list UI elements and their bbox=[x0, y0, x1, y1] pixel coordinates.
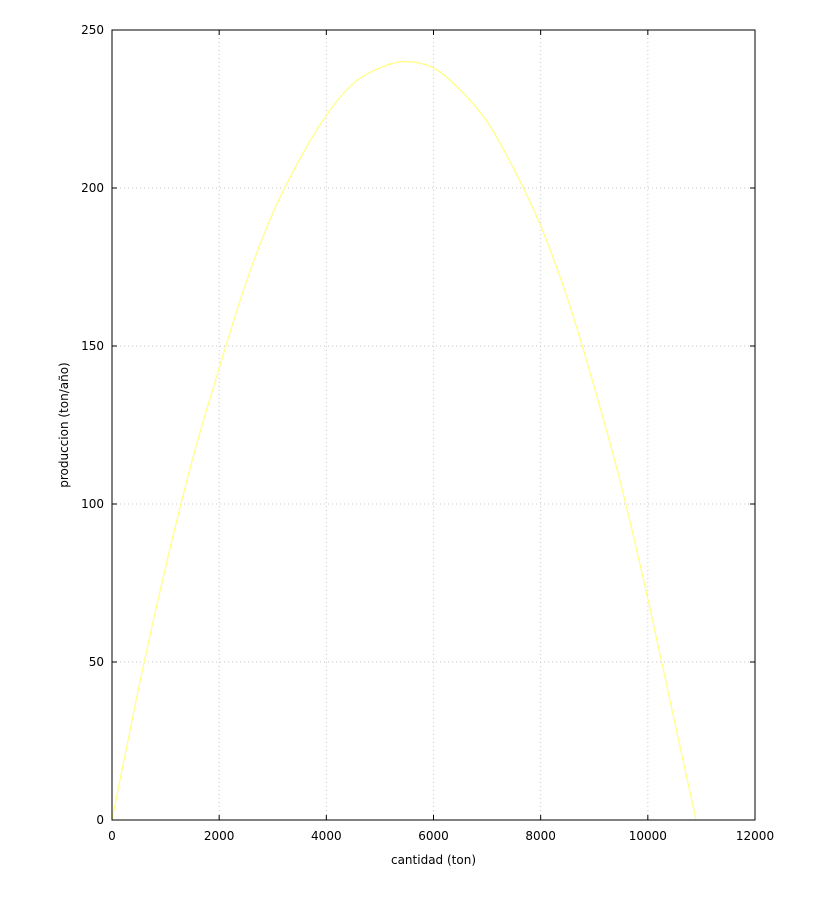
y-tick-label: 50 bbox=[89, 655, 104, 669]
y-tick-label: 150 bbox=[81, 339, 104, 353]
series-layer bbox=[111, 60, 697, 821]
x-axis-label: cantidad (ton) bbox=[391, 853, 476, 867]
x-tick-label: 0 bbox=[108, 829, 116, 843]
x-tick-label: 2000 bbox=[204, 829, 235, 843]
x-tick-label: 8000 bbox=[525, 829, 556, 843]
x-tick-label: 10000 bbox=[629, 829, 667, 843]
x-tick-label: 12000 bbox=[736, 829, 774, 843]
y-tick-label: 100 bbox=[81, 497, 104, 511]
y-tick-label: 0 bbox=[96, 813, 104, 827]
ticks: 0 2000 4000 6000 8000 10000 12000 0 50 100 150 200 2… bbox=[81, 23, 774, 843]
x-tick-label: 4000 bbox=[311, 829, 342, 843]
series-line-0 bbox=[111, 60, 697, 821]
y-tick-label: 200 bbox=[81, 181, 104, 195]
y-axis-label: produccion (ton/año) bbox=[57, 362, 71, 488]
x-tick-label: 6000 bbox=[418, 829, 449, 843]
y-tick-label: 250 bbox=[81, 23, 104, 37]
